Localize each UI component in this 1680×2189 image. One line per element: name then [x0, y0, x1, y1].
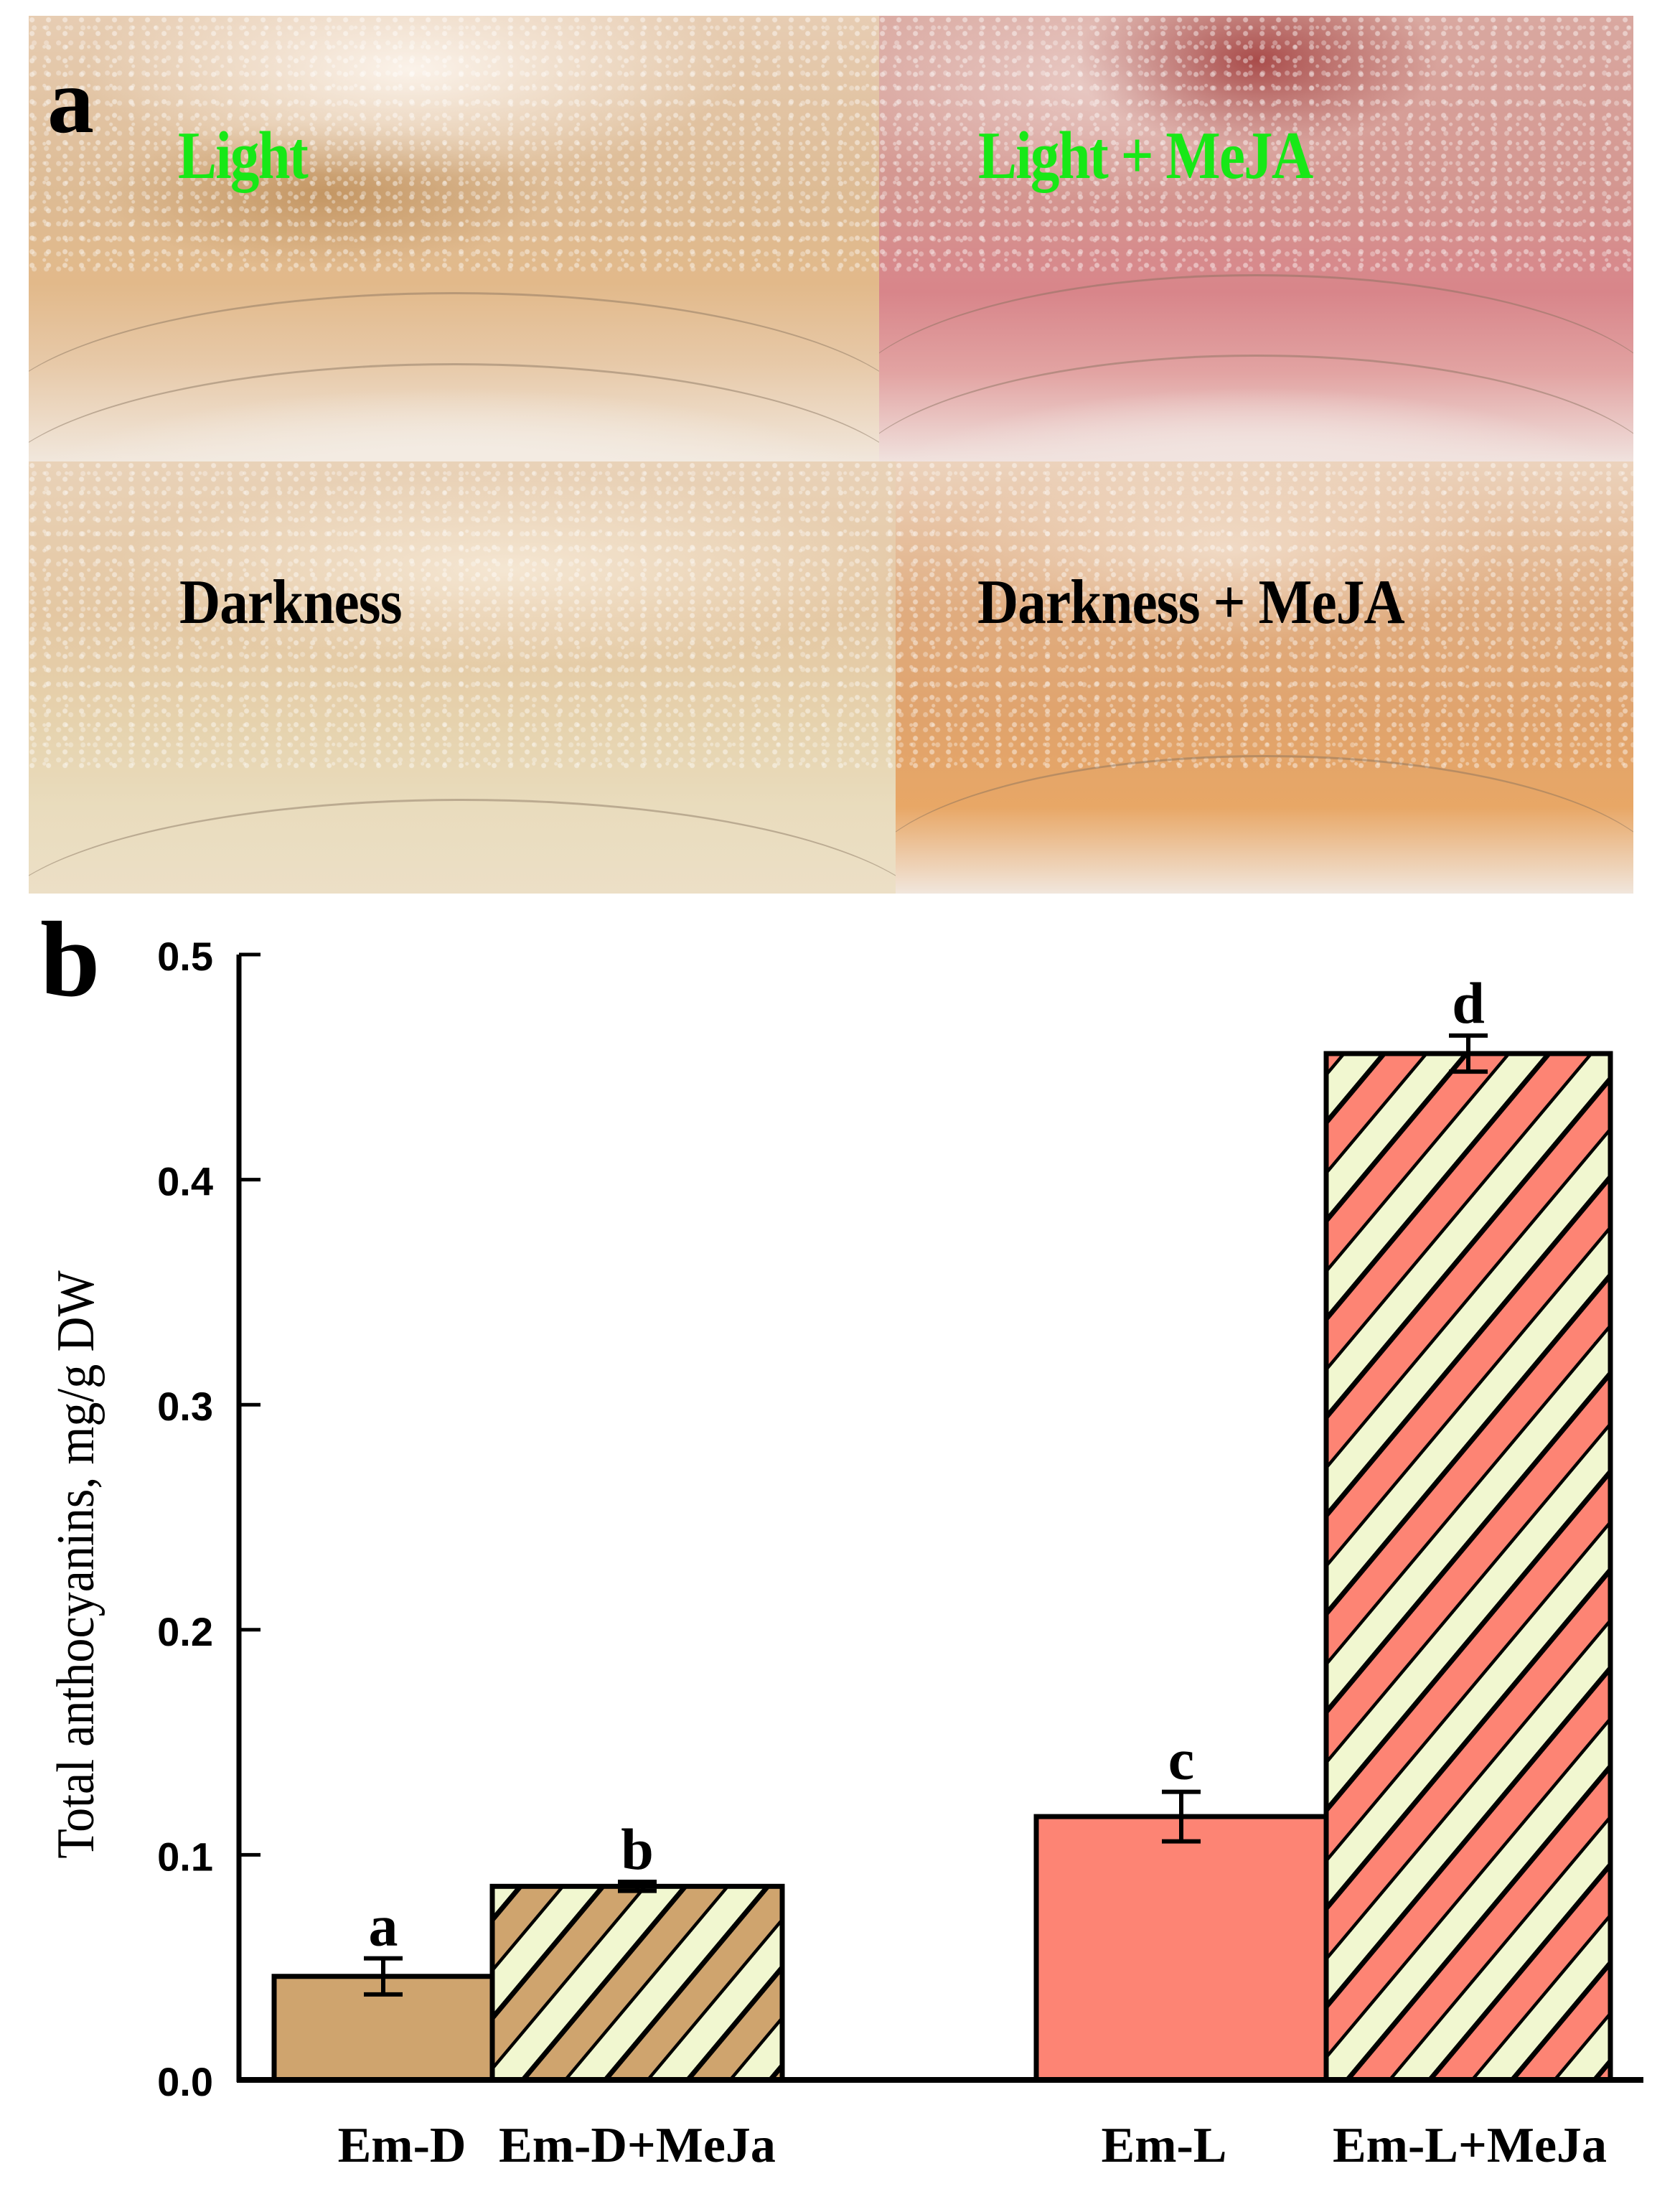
y-axis-label: Total anthocyanins, mg/g DW — [47, 1270, 105, 1859]
significance-letter: d — [1452, 970, 1485, 1036]
photo-darkness — [29, 461, 896, 894]
bars-group — [271, 1033, 1613, 2083]
axes-group — [236, 952, 1643, 2083]
error-bar — [1162, 1789, 1201, 1844]
x-tick-label: Em-D — [338, 2118, 466, 2173]
label-light-meja: Light + MeJA — [978, 118, 1313, 193]
error-bar — [1449, 1033, 1488, 1074]
bar-em-l — [1033, 1814, 1329, 2083]
x-tick-label: Em-L — [1102, 2118, 1227, 2173]
y-tick-label: 0.3 — [157, 1384, 213, 1429]
label-darkness: Darkness — [179, 568, 403, 637]
error-bar — [618, 1880, 657, 1893]
labels-group: a Em-D b Em-D+MeJa c Em-L d Em-L+MeJa 0.0 0.1 0.2 0… — [47, 934, 1607, 2173]
photo-light-meja — [879, 16, 1633, 461]
y-tick-label: 0.1 — [157, 1834, 213, 1879]
significance-letter: b — [621, 1817, 654, 1882]
x-tick-label: Em-L+MeJa — [1333, 2118, 1607, 2173]
panel-letter-a: a — [47, 50, 94, 153]
x-tick-label: Em-D+MeJa — [499, 2118, 776, 2173]
y-tick-label: 0.5 — [157, 934, 213, 979]
photo-darkness-meja — [896, 461, 1633, 894]
significance-letter: c — [1168, 1727, 1194, 1792]
bar-em-l-meja — [1323, 1051, 1613, 2083]
significance-letter: a — [369, 1893, 398, 1959]
y-tick-label: 0.4 — [157, 1159, 213, 1204]
bar-em-d — [271, 1974, 495, 2083]
error-bar — [364, 1956, 403, 1997]
y-tick-label: 0.2 — [157, 1609, 213, 1654]
y-tick-label: 0.0 — [157, 2059, 213, 2104]
photo-panel-a — [29, 16, 1633, 894]
bar-em-d-meja — [489, 1883, 785, 2083]
label-darkness-meja: Darkness + MeJA — [977, 568, 1405, 637]
photo-light — [29, 16, 879, 461]
panel-letter-b: b — [40, 900, 100, 1019]
label-light: Light — [178, 118, 309, 193]
